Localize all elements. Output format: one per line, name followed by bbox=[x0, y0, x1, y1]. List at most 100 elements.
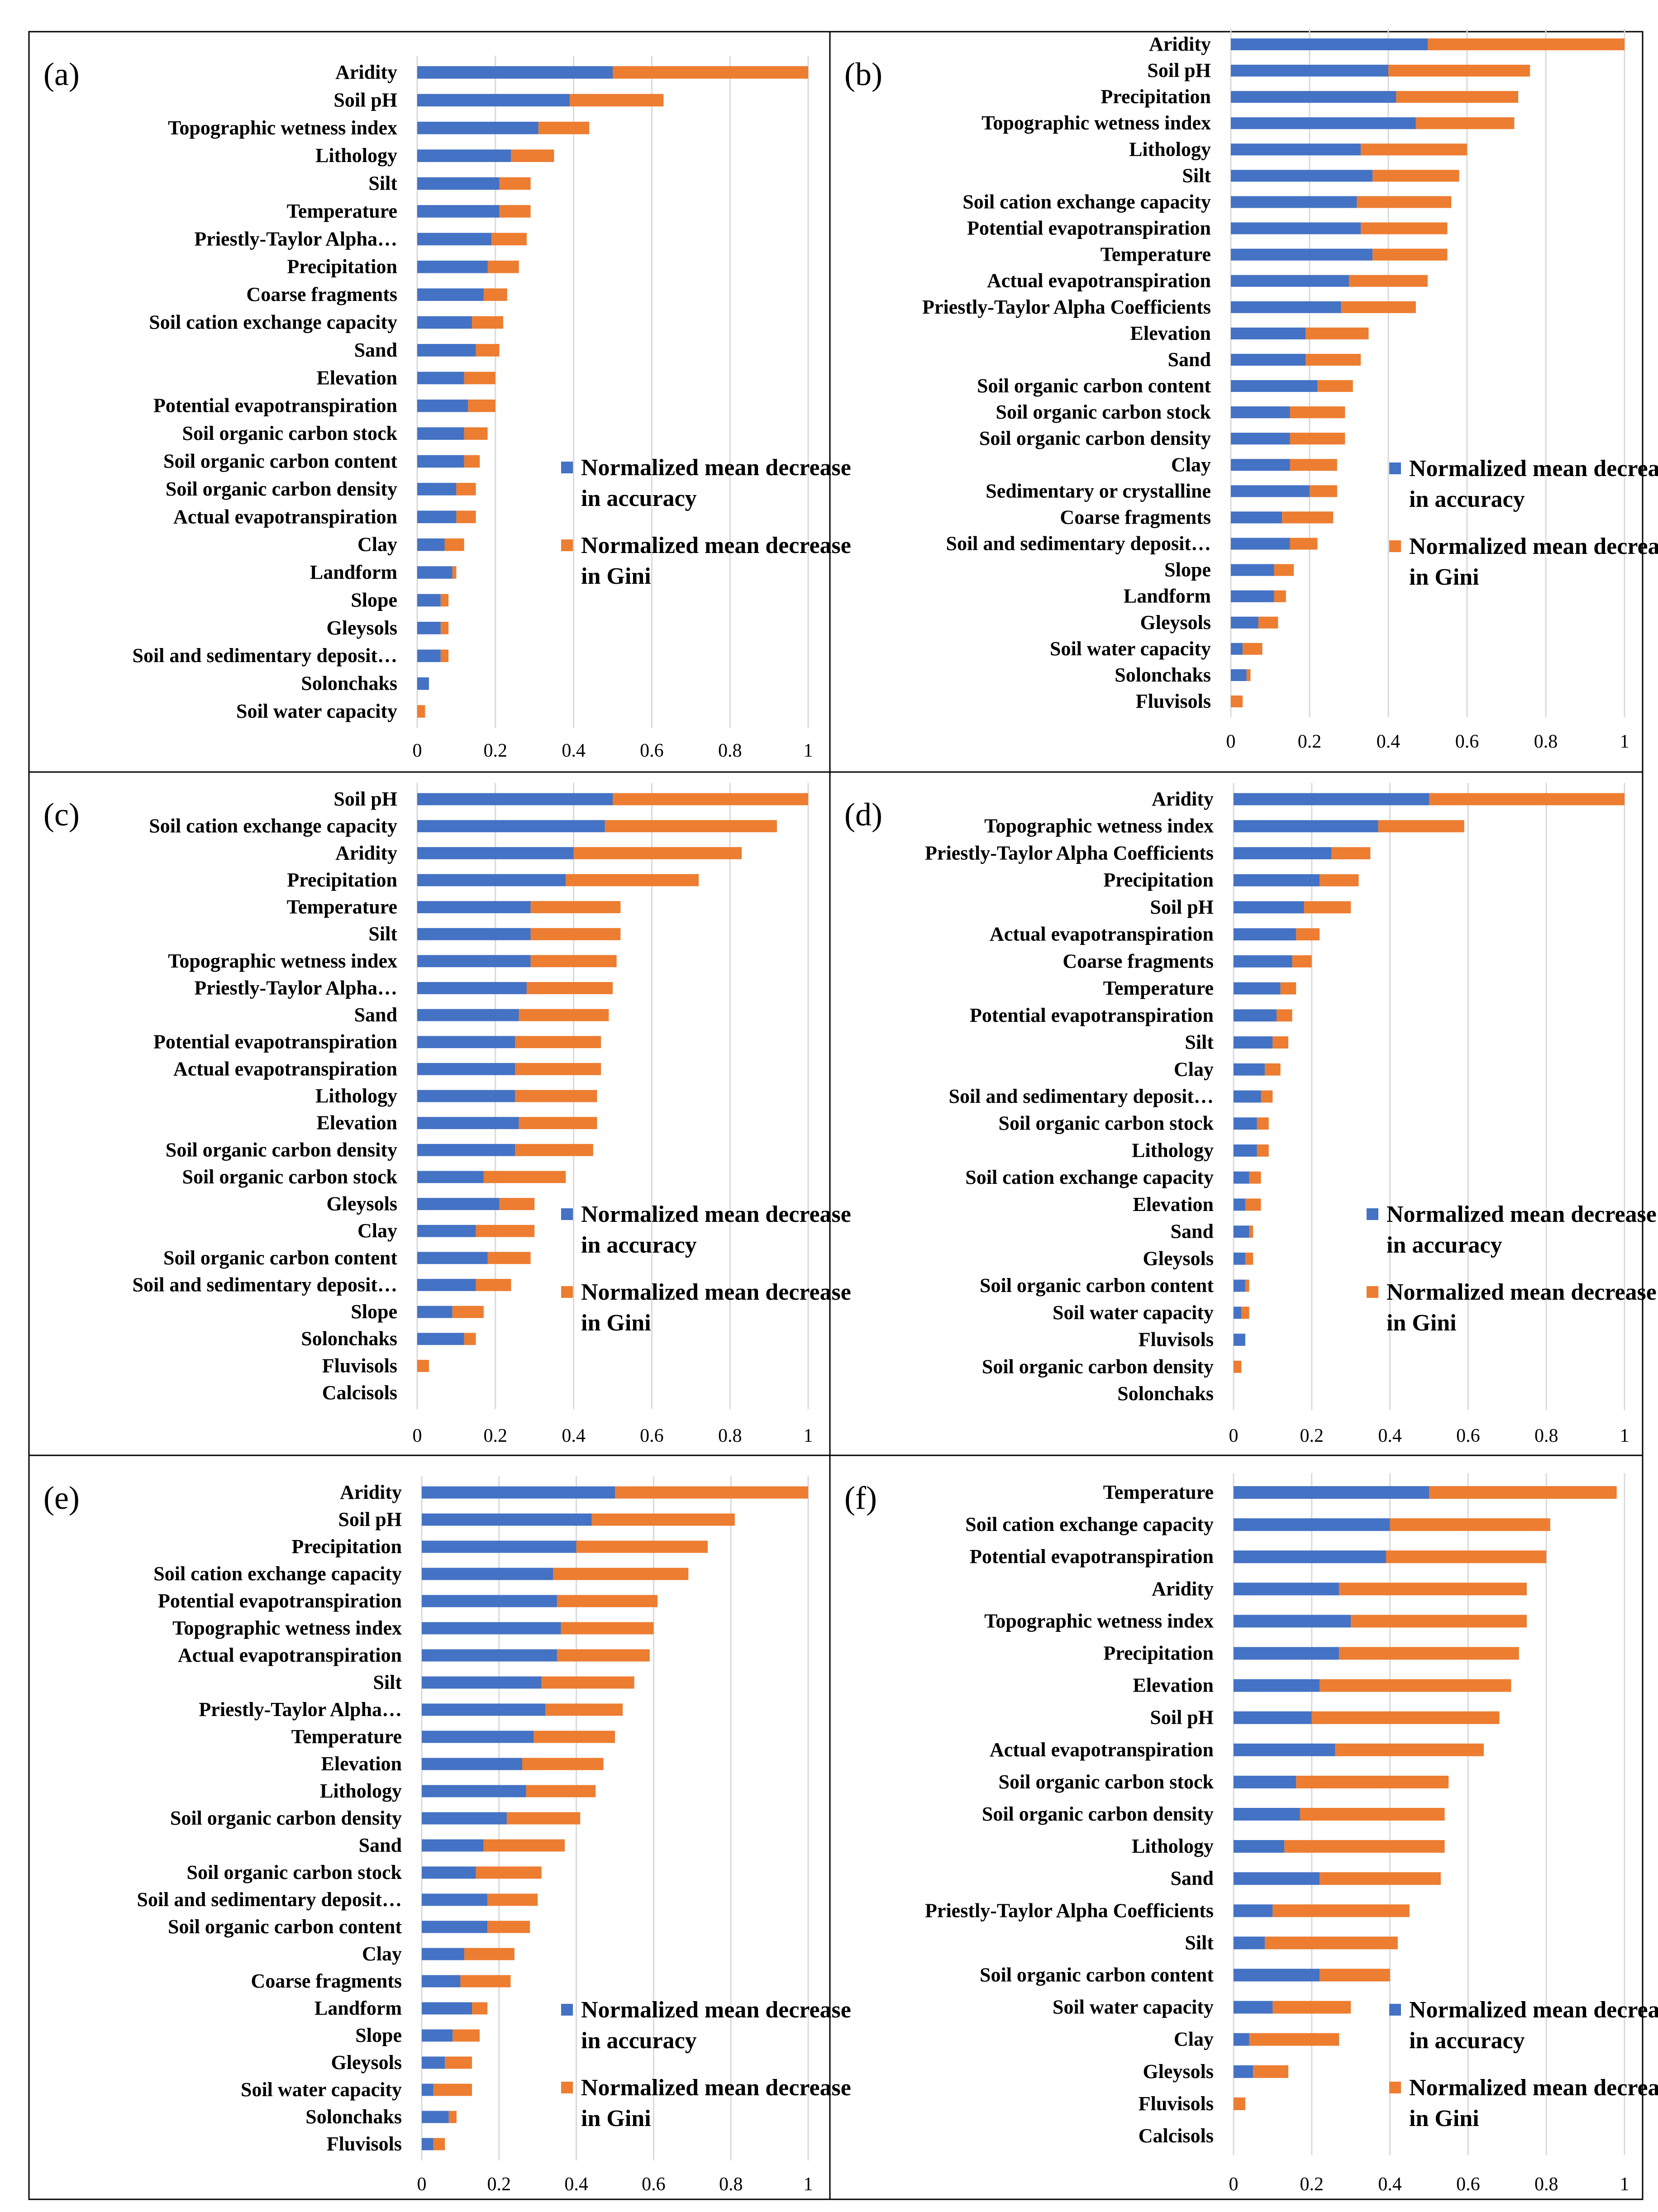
category-label: Priestly-Taylor Alpha Coefficients bbox=[925, 1899, 1214, 1921]
panel-c: 0 0.2 0.4 0.6 0.8 1 Soil pH Soil cation exchang… bbox=[28, 771, 851, 1456]
bar-accuracy bbox=[422, 1540, 576, 1553]
legend-swatch-gini bbox=[561, 2082, 573, 2093]
legend-swatch-gini bbox=[1367, 1286, 1378, 1298]
bar-accuracy bbox=[1231, 275, 1349, 287]
bar-accuracy bbox=[417, 66, 613, 79]
x-tick-label: 0.6 bbox=[1456, 2174, 1480, 2195]
bar-gini bbox=[1388, 65, 1530, 77]
legend-label-accuracy: Normalized mean decrease in accuracy bbox=[1409, 456, 1658, 512]
bar-gini bbox=[515, 1144, 593, 1156]
category-label: Clay bbox=[362, 1943, 402, 1965]
bar-accuracy bbox=[1234, 820, 1378, 833]
bar-gini bbox=[615, 1486, 808, 1499]
category-label: Elevation bbox=[1130, 322, 1211, 344]
bar-accuracy bbox=[422, 1622, 561, 1635]
category-label: Soil water capacity bbox=[1053, 1301, 1214, 1324]
category-label: Silt bbox=[368, 172, 397, 195]
category-label: Soil organic carbon density bbox=[982, 1803, 1214, 1825]
bar-accuracy bbox=[1234, 1550, 1386, 1564]
category-label: Coarse fragments bbox=[1060, 506, 1211, 528]
category-label: Gleysols bbox=[1143, 1247, 1214, 1269]
bar-gini bbox=[1274, 590, 1286, 602]
bar-gini bbox=[1320, 1872, 1441, 1885]
bar-accuracy bbox=[422, 1975, 461, 1988]
category-label: Lithology bbox=[1132, 1139, 1214, 1161]
panel-letter: (c) bbox=[43, 796, 80, 833]
bar-gini bbox=[1292, 955, 1312, 968]
bar-gini bbox=[506, 1812, 581, 1825]
legend-label-gini: Normalized mean decrease in Gini bbox=[581, 2075, 851, 2131]
category-label: Soil cation exchange capacity bbox=[965, 1513, 1214, 1535]
category-label: Priestly-Taylor Alpha Coefficients bbox=[925, 842, 1214, 864]
x-tick-label: 0.4 bbox=[1378, 2174, 1402, 2195]
category-label: Coarse fragments bbox=[1062, 950, 1214, 972]
category-label: Temperature bbox=[1101, 243, 1211, 266]
legend-swatch-gini bbox=[561, 1286, 573, 1298]
bar-gini bbox=[487, 1921, 530, 1933]
bar-gini bbox=[1429, 1486, 1617, 1499]
bar-accuracy bbox=[1234, 1486, 1429, 1499]
legend-label-accuracy: Normalized mean decrease in accuracy bbox=[1409, 1997, 1658, 2054]
panel-letter: (b) bbox=[844, 56, 882, 92]
category-label: Potential evapotranspiration bbox=[153, 1031, 397, 1053]
bar-gini bbox=[534, 1731, 615, 1743]
category-label: Sand bbox=[354, 339, 397, 361]
bar-gini bbox=[541, 1676, 634, 1689]
category-label: Elevation bbox=[321, 1753, 402, 1775]
panel-border bbox=[829, 1454, 1644, 2200]
bar-accuracy bbox=[1234, 1144, 1257, 1157]
x-tick-label: 0 bbox=[413, 1425, 422, 1446]
category-label: Soil organic carbon density bbox=[979, 427, 1211, 449]
category-label: Elevation bbox=[317, 1112, 397, 1134]
bar-gini bbox=[417, 1359, 429, 1372]
category-label: Clay bbox=[357, 1220, 397, 1242]
bar-gini bbox=[417, 705, 425, 718]
panel-letter: (e) bbox=[43, 1480, 80, 1516]
bar-gini bbox=[530, 928, 621, 940]
bar-gini bbox=[515, 1036, 601, 1049]
bar-accuracy bbox=[1231, 485, 1310, 497]
bar-gini bbox=[445, 2056, 472, 2069]
bar-gini bbox=[561, 1622, 654, 1635]
category-label: Topographic wetness index bbox=[981, 112, 1211, 134]
category-label: Topographic wetness index bbox=[168, 950, 397, 972]
x-tick-label: 0.6 bbox=[1456, 1425, 1480, 1446]
bar-gini bbox=[1304, 901, 1351, 914]
category-label: Soil and sedimentary deposit… bbox=[137, 1888, 402, 1911]
bar-accuracy bbox=[1234, 1036, 1273, 1049]
x-tick-label: 0.2 bbox=[484, 1425, 508, 1446]
bar-gini bbox=[519, 1009, 609, 1021]
bar-accuracy bbox=[422, 2029, 453, 2042]
category-label: Calcisols bbox=[1139, 2125, 1214, 2147]
category-label: Soil organic carbon stock bbox=[999, 1112, 1214, 1135]
bar-gini bbox=[1234, 2097, 1245, 2110]
bar-gini bbox=[1378, 820, 1464, 833]
panel-d: 0 0.2 0.4 0.6 0.8 1 Aridity Topographic wetness… bbox=[829, 771, 1657, 1456]
bar-accuracy bbox=[1234, 1252, 1245, 1265]
bar-accuracy bbox=[1234, 1518, 1390, 1531]
category-label: Soil and sedimentary deposit… bbox=[946, 533, 1211, 555]
bar-accuracy bbox=[1234, 1117, 1257, 1130]
x-tick-label: 0.2 bbox=[1300, 2174, 1324, 2195]
category-label: Solonchaks bbox=[301, 1328, 397, 1350]
bar-accuracy bbox=[417, 847, 574, 859]
bar-gini bbox=[515, 1063, 601, 1075]
bar-gini bbox=[1265, 1936, 1398, 1950]
category-label: Soil water capacity bbox=[241, 2079, 402, 2101]
bar-gini bbox=[1429, 793, 1625, 806]
bar-accuracy bbox=[1234, 1583, 1339, 1596]
x-tick-label: 0 bbox=[1229, 2174, 1239, 2195]
bar-accuracy bbox=[417, 677, 429, 690]
bar-gini bbox=[464, 1333, 476, 1345]
category-label: Soil cation exchange capacity bbox=[149, 311, 397, 334]
x-tick-label: 0.8 bbox=[1534, 2174, 1558, 2195]
bar-accuracy bbox=[1234, 847, 1331, 859]
category-label: Soil pH bbox=[338, 1508, 402, 1530]
bar-accuracy bbox=[417, 820, 605, 833]
category-label: Soil organic carbon content bbox=[977, 375, 1211, 397]
bar-gini bbox=[464, 372, 495, 385]
category-label: Soil organic carbon density bbox=[166, 1139, 397, 1161]
category-label: Potential evapotranspiration bbox=[153, 395, 397, 417]
category-label: Slope bbox=[351, 589, 397, 611]
bar-gini bbox=[573, 847, 742, 859]
